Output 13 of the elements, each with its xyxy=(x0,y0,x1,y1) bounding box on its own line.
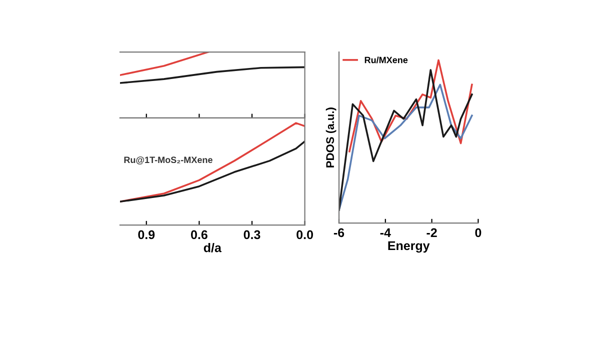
y-axis-title: PDOS (a.u.) xyxy=(326,108,336,168)
annotation: Ru@1T-MoS₂-MXene xyxy=(124,156,212,164)
x-tick-label: 0 xyxy=(475,228,482,238)
x-axis-title: d/a xyxy=(204,243,222,252)
x-tick-label: -2 xyxy=(426,228,437,237)
x-tick-label: 0.0 xyxy=(296,230,313,240)
legend-label: Ru/MXene xyxy=(364,56,408,64)
x-tick-label: 0.6 xyxy=(191,230,208,240)
x-axis-title: Energy xyxy=(388,241,430,253)
x-tick-label: -6 xyxy=(334,228,344,238)
x-tick-label: 0.3 xyxy=(244,230,260,240)
x-tick-label: 0.9 xyxy=(138,230,155,240)
x-tick-label: -4 xyxy=(380,228,391,237)
